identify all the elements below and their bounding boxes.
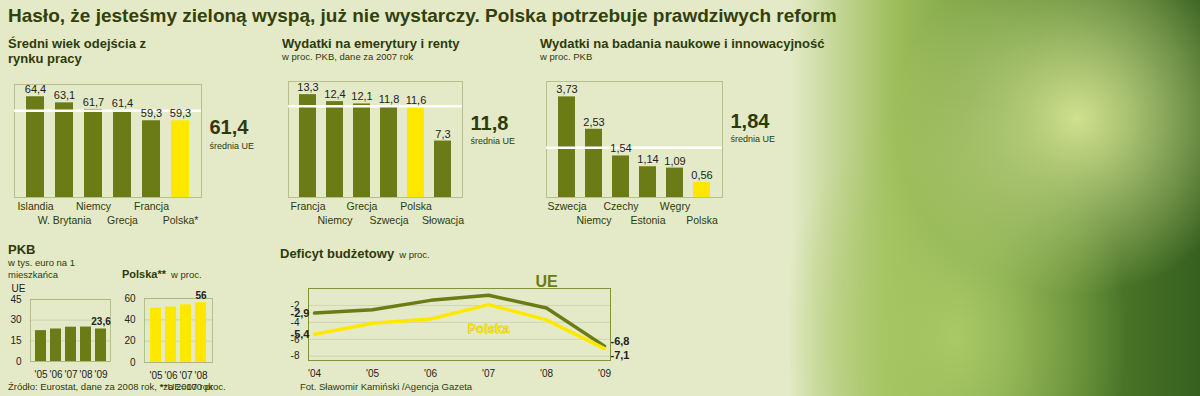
html-text:Średni wiek odejścia z rynku p: Średni wiek odejścia z rynku pracy bbox=[8, 36, 146, 66]
svg-text:Francja: Francja bbox=[290, 200, 325, 212]
svg-text:Grecja: Grecja bbox=[347, 200, 378, 212]
html-text:**UE=100 proc.: **UE=100 proc. bbox=[160, 381, 226, 392]
svg-text:30: 30 bbox=[10, 314, 22, 325]
svg-text:Polska: Polska bbox=[400, 200, 432, 212]
svg-text:11,8: 11,8 bbox=[379, 93, 400, 105]
svg-text:Niemcy: Niemcy bbox=[576, 214, 612, 226]
html-text:w proc. PKB: w proc. PKB bbox=[540, 51, 593, 62]
svg-text:45: 45 bbox=[10, 294, 22, 305]
svg-text:'08: '08 bbox=[194, 370, 207, 381]
svg-text:20: 20 bbox=[124, 335, 136, 346]
svg-text:1,54: 1,54 bbox=[610, 142, 631, 154]
svg-text:64,4: 64,4 bbox=[25, 83, 46, 95]
html-text:Fot. Sławomir Kamiński /Agencj: Fot. Sławomir Kamiński /Agencja Gazeta bbox=[300, 381, 473, 392]
svg-text:11,6: 11,6 bbox=[406, 94, 427, 106]
svg-text:Polska: Polska bbox=[468, 321, 511, 336]
svg-text:Niemcy: Niemcy bbox=[76, 200, 112, 212]
svg-text:59,3: 59,3 bbox=[141, 107, 162, 119]
html-text:Deficyt budżetowy w proc.: Deficyt budżetowy w proc. bbox=[280, 246, 430, 261]
svg-text:40: 40 bbox=[124, 314, 136, 325]
svg-text:3,73: 3,73 bbox=[556, 83, 577, 95]
svg-text:'06: '06 bbox=[424, 368, 437, 379]
svg-text:13,3: 13,3 bbox=[297, 81, 318, 93]
svg-text:61,4: 61,4 bbox=[112, 97, 133, 109]
svg-text:1,84: 1,84 bbox=[731, 110, 771, 132]
svg-text:Polska*: Polska* bbox=[163, 214, 199, 226]
svg-text:61,7: 61,7 bbox=[83, 96, 104, 108]
svg-text:Polska: Polska bbox=[686, 214, 718, 226]
svg-text:'08: '08 bbox=[540, 368, 553, 379]
svg-text:23,6: 23,6 bbox=[91, 316, 111, 327]
html-text:Wydatki na emerytury i renty: Wydatki na emerytury i renty bbox=[282, 36, 460, 51]
svg-text:-4: -4 bbox=[290, 316, 300, 328]
svg-text:'06: '06 bbox=[164, 370, 177, 381]
svg-text:Estonia: Estonia bbox=[630, 214, 665, 226]
svg-text:'09: '09 bbox=[598, 368, 611, 379]
svg-text:60: 60 bbox=[124, 293, 136, 304]
svg-text:Francja: Francja bbox=[134, 200, 169, 212]
svg-text:Niemcy: Niemcy bbox=[317, 214, 353, 226]
html-text:Wydatki na badania naukowe i i: Wydatki na badania naukowe i innowacyjno… bbox=[540, 36, 825, 51]
svg-text:0: 0 bbox=[130, 357, 136, 368]
svg-text:średnia UE: średnia UE bbox=[471, 136, 516, 146]
svg-text:'07: '07 bbox=[179, 370, 192, 381]
svg-text:0: 0 bbox=[16, 356, 22, 367]
svg-text:1,09: 1,09 bbox=[664, 155, 685, 167]
svg-text:11,8: 11,8 bbox=[471, 112, 509, 134]
svg-text:1,14: 1,14 bbox=[637, 153, 658, 165]
svg-text:UE: UE bbox=[535, 273, 558, 290]
svg-text:Czechy: Czechy bbox=[603, 200, 639, 212]
svg-text:Szwecja: Szwecja bbox=[369, 214, 408, 226]
html-text:Polska**: Polska** bbox=[122, 268, 166, 280]
svg-text:średnia UE: średnia UE bbox=[731, 134, 776, 144]
svg-text:Węgry: Węgry bbox=[660, 200, 691, 212]
svg-text:'05: '05 bbox=[34, 369, 47, 380]
svg-text:Islandia: Islandia bbox=[17, 200, 53, 212]
svg-text:W. Brytania: W. Brytania bbox=[38, 214, 92, 226]
svg-text:-8: -8 bbox=[291, 350, 300, 361]
svg-text:-6,8: -6,8 bbox=[611, 335, 630, 347]
svg-text:'05: '05 bbox=[149, 370, 162, 381]
svg-text:56: 56 bbox=[195, 290, 207, 301]
svg-text:12,4: 12,4 bbox=[324, 88, 345, 100]
svg-text:15: 15 bbox=[10, 335, 22, 346]
svg-text:12,1: 12,1 bbox=[351, 90, 372, 102]
svg-text:'09: '09 bbox=[94, 369, 107, 380]
svg-text:-7,1: -7,1 bbox=[611, 349, 630, 361]
svg-text:'07: '07 bbox=[64, 369, 77, 380]
html-text:w tys. euro na 1 mieszkańca: w tys. euro na 1 mieszkańca bbox=[8, 257, 76, 280]
svg-text:7,3: 7,3 bbox=[435, 128, 450, 140]
svg-text:'04: '04 bbox=[308, 368, 321, 379]
svg-text:-2,9: -2,9 bbox=[291, 307, 310, 319]
svg-text:2,53: 2,53 bbox=[583, 116, 604, 128]
svg-text:Szwecja: Szwecja bbox=[547, 200, 586, 212]
svg-text:Grecja: Grecja bbox=[107, 214, 138, 226]
html-text:Hasło, że jesteśmy zieloną wys: Hasło, że jesteśmy zieloną wyspą, już ni… bbox=[8, 5, 837, 26]
svg-text:'07: '07 bbox=[482, 368, 495, 379]
svg-text:-5,4: -5,4 bbox=[291, 328, 311, 340]
svg-text:-2: -2 bbox=[290, 299, 300, 311]
svg-text:'05: '05 bbox=[366, 368, 379, 379]
html-text:Źródło: Eurostat, dane za 2008: Źródło: Eurostat, dane za 2008 rok, *za … bbox=[8, 381, 213, 392]
html-text:w proc.: w proc. bbox=[171, 269, 202, 280]
html-text:w proc. PKB, dane za 2007 rok: w proc. PKB, dane za 2007 rok bbox=[282, 51, 413, 62]
svg-text:63,1: 63,1 bbox=[54, 89, 75, 101]
svg-text:59,3: 59,3 bbox=[170, 107, 191, 119]
svg-text:średnia UE: średnia UE bbox=[210, 141, 255, 151]
svg-text:UE: UE bbox=[12, 283, 26, 294]
svg-text:'06: '06 bbox=[49, 369, 62, 380]
svg-text:61,4: 61,4 bbox=[210, 116, 250, 138]
svg-text:Słowacja: Słowacja bbox=[422, 214, 464, 226]
html-text:PKB: PKB bbox=[8, 242, 36, 257]
svg-text:'08: '08 bbox=[79, 369, 92, 380]
svg-text:0,56: 0,56 bbox=[691, 169, 712, 181]
